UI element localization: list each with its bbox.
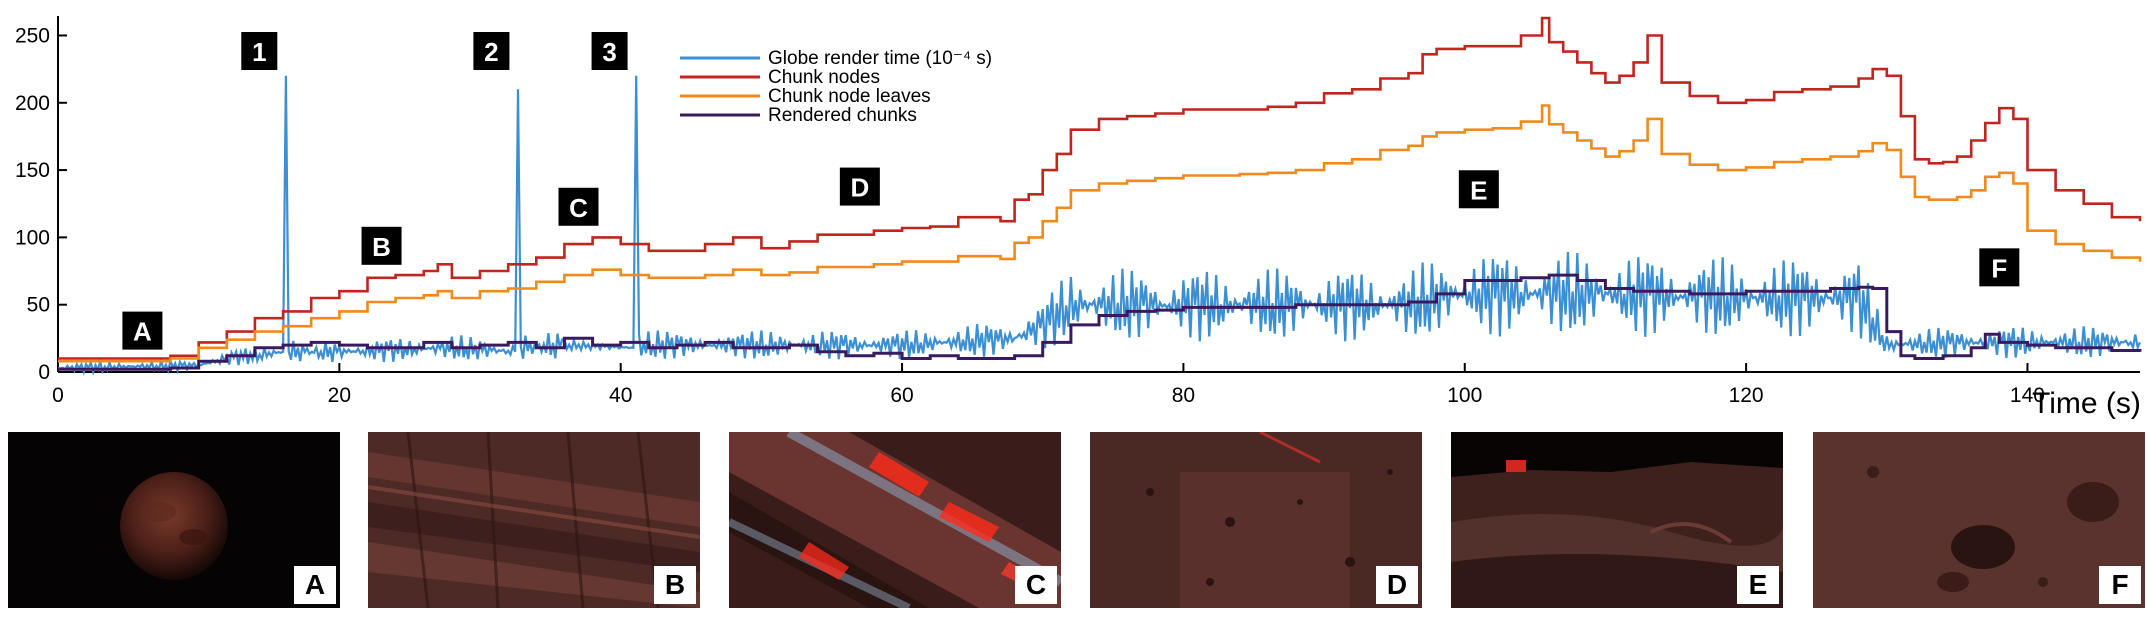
thumbnail-strip: A B C [0,432,2150,612]
thumbnail-a: A [8,432,340,608]
event-marker-label: 3 [602,37,616,67]
thumbnail-label: A [294,566,336,604]
thumbnail-f: F [1813,432,2145,608]
crater-field-thumbnail-image [1090,432,1422,608]
thumbnail-e: E [1451,432,1783,608]
thumbnail-label: C [1015,566,1057,604]
thumbnail-label: B [654,566,696,604]
x-axis-label: Time (s) [2032,387,2141,420]
y-tick-label: 50 [27,294,50,317]
annotation-label: B [372,232,391,262]
legend-label: Chunk nodes [768,67,880,88]
annotation-box [122,311,163,350]
series-line-chunk-nodes [58,16,2142,360]
axes: 0 20 40 60 80 100 120 140 0 50 100 150 200 250 [15,16,2140,407]
thumbnail-label: F [2099,566,2141,604]
annotation-box [1458,170,1499,209]
x-tick-label: 20 [328,384,351,407]
thumbnail-b: B [368,432,700,608]
annotation-box [1979,248,2020,287]
x-tick-label: 80 [1172,384,1195,407]
series-line-chunk-node-leaves [58,104,2142,363]
horizon-thumbnail-image [1451,432,1783,608]
canyon-thumbnail-image [729,432,1061,608]
x-tick-label: 140 [2010,384,2045,407]
y-tick-label: 0 [38,361,50,384]
y-tick-label: 250 [15,24,50,47]
annotation-label: F [1991,253,2007,283]
event-marker-label: 2 [484,37,498,67]
ridges-thumbnail-image [368,432,700,608]
y-tick-label: 200 [15,92,50,115]
annotation-box [839,167,880,206]
series-layer [57,16,2142,376]
craters-thumbnail-image [1813,432,2145,608]
event-marker-box [241,32,278,70]
legend: Globe render time (10⁻⁴ s)Chunk nodesChu… [680,48,992,126]
event-marker-box [591,32,628,70]
thumbnail-label: D [1376,566,1418,604]
annotation-label: C [569,193,588,223]
annotation-label: D [850,173,869,203]
y-tick-label: 150 [15,159,50,182]
thumbnail-c: C [729,432,1061,608]
y-tick-label: 100 [15,226,50,249]
event-marker-label: 1 [252,37,266,67]
annotation-box [558,187,599,226]
annotation-box [361,226,402,265]
annotation-label: A [133,317,152,347]
x-tick-label: 120 [1729,384,1764,407]
event-marker-box [473,32,510,70]
x-tick-label: 60 [890,384,913,407]
annotation-label: E [1470,175,1487,205]
legend-label: Globe render time (10⁻⁴ s) [768,48,992,69]
x-tick-label: 0 [52,384,64,407]
globe-thumbnail-image [8,432,340,608]
markers-layer: 1 2 3 A B C D E F [122,32,2020,350]
series-line-rendered-chunks [58,273,2142,371]
thumbnail-d: D [1090,432,1422,608]
x-tick-label: 100 [1447,384,1482,407]
legend-label: Chunk node leaves [768,86,931,107]
x-tick-label: 40 [609,384,632,407]
thumbnail-label: E [1737,566,1779,604]
legend-label: Rendered chunks [768,105,917,126]
chart: 0 20 40 60 80 100 120 140 0 50 100 150 200 250 1 2 3 A B C… [15,16,2142,420]
